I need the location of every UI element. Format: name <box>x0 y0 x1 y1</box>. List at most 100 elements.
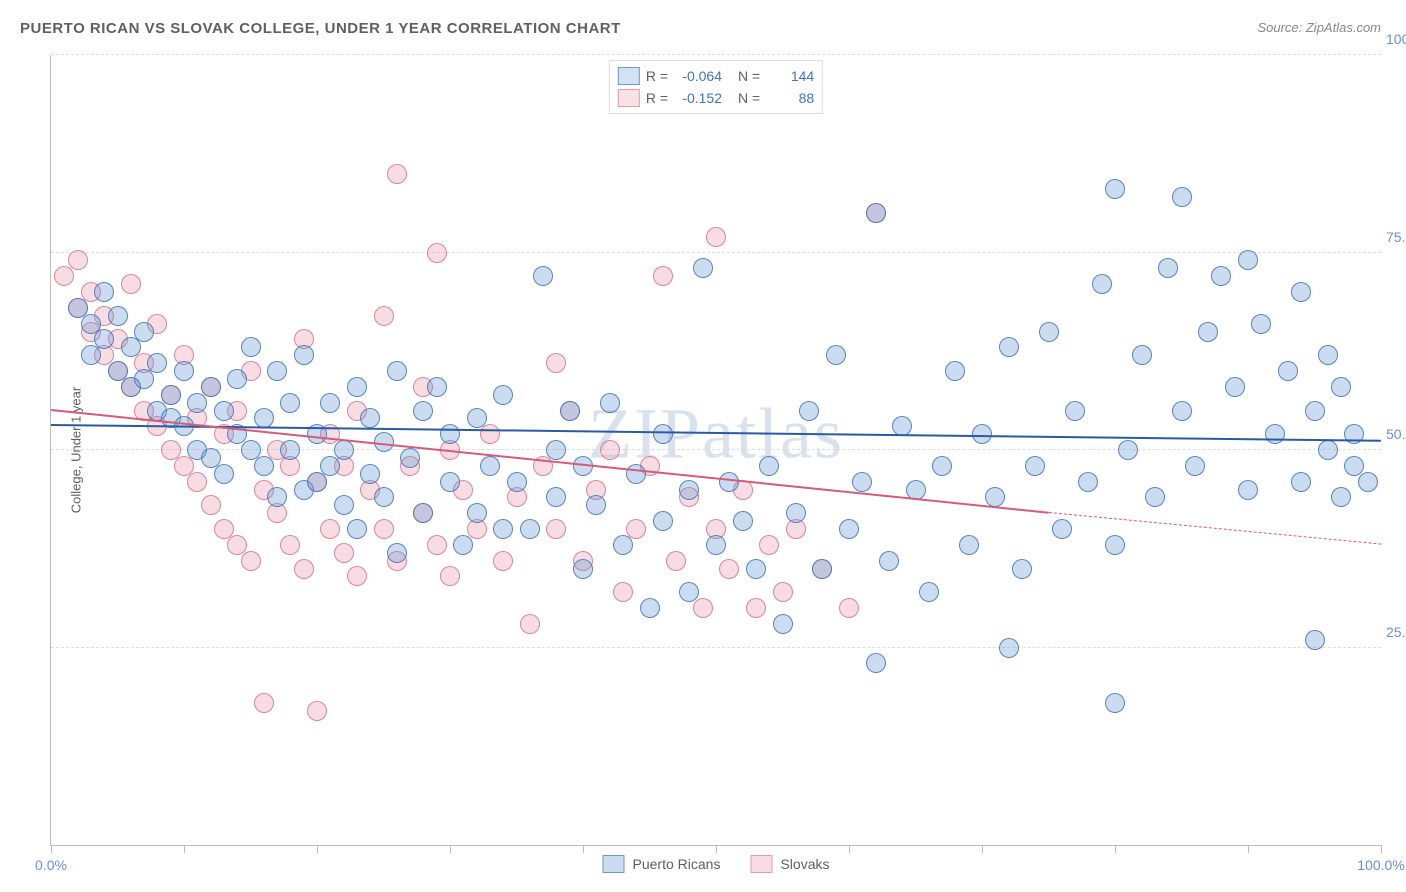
data-point <box>1238 480 1258 500</box>
data-point <box>387 361 407 381</box>
data-point <box>427 377 447 397</box>
plot-area: ZIPatlas College, Under 1 year R = -0.06… <box>50 55 1381 846</box>
data-point <box>1211 266 1231 286</box>
data-point <box>467 408 487 428</box>
data-point <box>613 582 633 602</box>
data-point <box>480 424 500 444</box>
data-point <box>507 472 527 492</box>
data-point <box>746 559 766 579</box>
data-point <box>546 519 566 539</box>
data-point <box>959 535 979 555</box>
x-tick-label: 100.0% <box>1357 857 1404 873</box>
data-point <box>1118 440 1138 460</box>
data-point <box>320 519 340 539</box>
data-point <box>1172 187 1192 207</box>
gridline-h <box>51 647 1381 648</box>
data-point <box>334 495 354 515</box>
data-point <box>280 535 300 555</box>
data-point <box>999 638 1019 658</box>
data-point <box>1225 377 1245 397</box>
data-point <box>1039 322 1059 342</box>
data-point <box>573 559 593 579</box>
data-point <box>1278 361 1298 381</box>
data-point <box>360 408 380 428</box>
data-point <box>134 322 154 342</box>
gridline-h <box>51 54 1381 55</box>
data-point <box>706 227 726 247</box>
data-point <box>733 511 753 531</box>
data-point <box>241 551 261 571</box>
data-point <box>1105 179 1125 199</box>
data-point <box>440 566 460 586</box>
data-point <box>520 519 540 539</box>
data-point <box>586 495 606 515</box>
data-point <box>1158 258 1178 278</box>
data-point <box>427 243 447 263</box>
y-tick-label: 50.0% <box>1386 426 1406 442</box>
data-point <box>254 408 274 428</box>
n-label-0: N = <box>738 68 760 84</box>
data-point <box>799 401 819 421</box>
data-point <box>1052 519 1072 539</box>
data-point <box>600 393 620 413</box>
data-point <box>174 361 194 381</box>
data-point <box>453 535 473 555</box>
data-point <box>613 535 633 555</box>
data-point <box>985 487 1005 507</box>
data-point <box>121 337 141 357</box>
data-point <box>400 448 420 468</box>
data-point <box>201 377 221 397</box>
data-point <box>1318 345 1338 365</box>
data-point <box>866 653 886 673</box>
x-tick <box>1248 845 1249 853</box>
y-tick-label: 75.0% <box>1386 229 1406 245</box>
data-point <box>94 282 114 302</box>
data-point <box>334 440 354 460</box>
data-point <box>1318 440 1338 460</box>
data-point <box>653 424 673 444</box>
data-point <box>493 385 513 405</box>
data-point <box>280 440 300 460</box>
data-point <box>999 337 1019 357</box>
data-point <box>1078 472 1098 492</box>
data-point <box>187 472 207 492</box>
legend-label-0: Puerto Ricans <box>633 856 721 872</box>
data-point <box>546 440 566 460</box>
data-point <box>254 693 274 713</box>
legend-item-1: Slovaks <box>750 855 829 873</box>
data-point <box>320 393 340 413</box>
data-point <box>227 369 247 389</box>
data-point <box>839 598 859 618</box>
data-point <box>267 361 287 381</box>
data-point <box>773 614 793 634</box>
data-point <box>320 456 340 476</box>
stats-row-1: R = -0.152 N = 88 <box>618 87 814 109</box>
data-point <box>1172 401 1192 421</box>
data-point <box>653 266 673 286</box>
data-point <box>187 393 207 413</box>
data-point <box>374 306 394 326</box>
data-point <box>1185 456 1205 476</box>
data-point <box>839 519 859 539</box>
x-tick <box>1115 845 1116 853</box>
data-point <box>267 487 287 507</box>
data-point <box>307 701 327 721</box>
data-point <box>1145 487 1165 507</box>
data-point <box>360 464 380 484</box>
x-tick-label: 0.0% <box>35 857 67 873</box>
data-point <box>294 345 314 365</box>
data-point <box>480 456 500 476</box>
data-point <box>1331 487 1351 507</box>
data-point <box>440 424 460 444</box>
data-point <box>640 598 660 618</box>
data-point <box>1291 472 1311 492</box>
data-point <box>1065 401 1085 421</box>
data-point <box>693 258 713 278</box>
data-point <box>1238 250 1258 270</box>
data-point <box>294 559 314 579</box>
r-label-1: R = <box>646 90 668 106</box>
swatch-1 <box>618 89 640 107</box>
data-point <box>1092 274 1112 294</box>
data-point <box>546 353 566 373</box>
r-value-1: -0.152 <box>674 90 722 106</box>
